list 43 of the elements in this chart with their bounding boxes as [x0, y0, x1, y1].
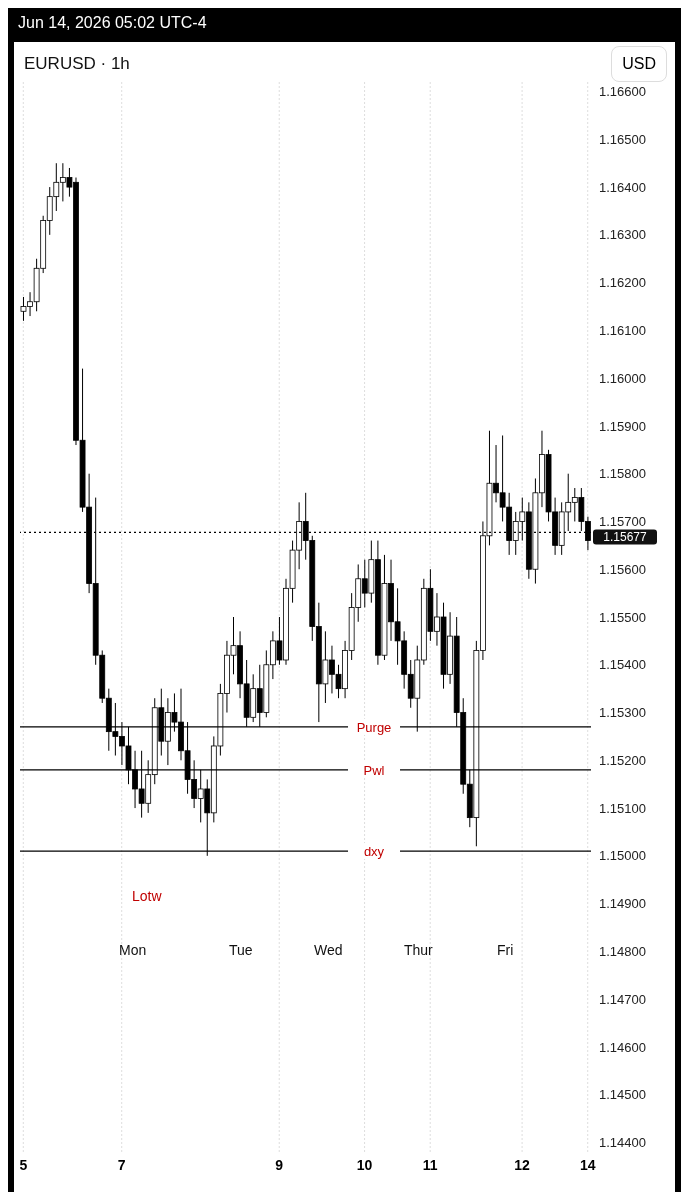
- y-tick-label: 1.16300: [599, 227, 646, 243]
- y-tick-label: 1.14800: [599, 943, 646, 959]
- y-axis-title: USD: [611, 46, 667, 82]
- annotation: Fri: [497, 942, 514, 958]
- x-tick-label: 5: [19, 1156, 28, 1173]
- ref-line-label: dxy: [363, 844, 385, 860]
- ref-line-label: Purge: [356, 719, 392, 735]
- y-tick-label: 1.15200: [599, 752, 646, 768]
- y-tick-label: 1.16200: [599, 275, 646, 291]
- chart-title: EURUSD · 1h: [24, 54, 130, 74]
- annotation: Lotw: [132, 888, 162, 904]
- x-tick-label: 14: [579, 1156, 596, 1173]
- y-tick-label: 1.16600: [599, 84, 646, 100]
- y-tick-label: 1.15900: [599, 418, 646, 434]
- y-tick-label: 1.16100: [599, 323, 646, 339]
- chart-subtitle: Jun 14, 2026 05:02 UTC-4: [17, 13, 208, 33]
- x-tick-label: 11: [422, 1156, 438, 1173]
- y-tick-label: 1.14900: [599, 896, 646, 912]
- y-tick-label: 1.14400: [599, 1135, 646, 1151]
- y-tick-label: 1.16000: [599, 370, 646, 386]
- y-tick-label: 1.16400: [599, 179, 646, 195]
- y-tick-label: 1.14500: [599, 1087, 646, 1103]
- y-tick-label: 1.14700: [599, 991, 646, 1007]
- y-tick-label: 1.14600: [599, 1039, 646, 1055]
- x-tick-label: 9: [275, 1156, 284, 1173]
- y-tick-label: 1.15400: [599, 657, 646, 673]
- y-tick-label: 1.15100: [599, 800, 646, 816]
- ref-line-label: 1.15677: [603, 530, 648, 545]
- y-tick-label: 1.16500: [599, 131, 646, 147]
- y-tick-label: 1.15800: [599, 466, 646, 482]
- annotation: Wed: [314, 942, 343, 958]
- y-tick-label: 1.15600: [599, 561, 646, 577]
- y-tick-label: 1.15500: [599, 609, 646, 625]
- annotation: Mon: [119, 942, 147, 958]
- y-tick-label: 1.15700: [599, 514, 646, 530]
- x-tick-label: 12: [514, 1156, 531, 1173]
- y-tick-label: 1.15300: [599, 705, 646, 721]
- x-tick-label: 10: [356, 1156, 373, 1173]
- annotation: Tue: [229, 942, 253, 958]
- annotation: Thur: [404, 942, 433, 958]
- y-tick-label: 1.15000: [599, 848, 646, 864]
- ref-line-label: Pwl: [363, 762, 385, 778]
- x-tick-label: 7: [117, 1156, 126, 1173]
